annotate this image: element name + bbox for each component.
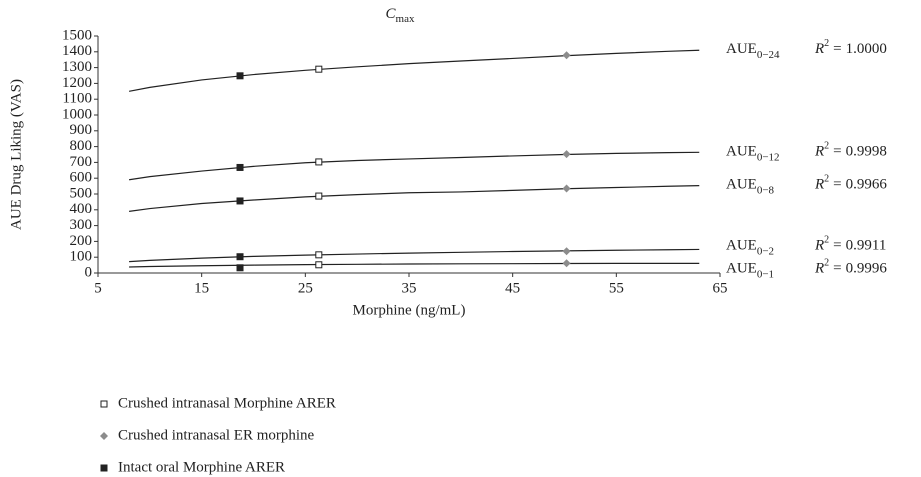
curve-label: AUE0−1	[726, 261, 774, 280]
data-point	[315, 158, 323, 166]
r2-power: 2	[824, 258, 829, 269]
r2-label: R2 = 0.9996	[814, 258, 887, 277]
r2-equals: =	[833, 42, 841, 58]
data-point	[562, 247, 571, 256]
curve-label: AUE0−12	[726, 144, 780, 163]
curve-name: AUE	[726, 177, 757, 193]
x-tick-label: 45	[505, 280, 520, 296]
curve-sub: 0−24	[757, 49, 780, 61]
fit-curve	[129, 262, 700, 268]
r2-equals: =	[833, 261, 841, 277]
r2-symbol: R	[814, 144, 824, 160]
curve-name: AUE	[726, 261, 757, 277]
r2-symbol: R	[814, 238, 824, 254]
r2-symbol: R	[814, 42, 824, 58]
y-axis-title: AUE Drug Liking (VAS)	[8, 79, 24, 230]
r2-value: 1.0000	[846, 42, 887, 58]
curve-name: AUE	[726, 42, 757, 58]
curve-name: AUE	[726, 144, 757, 160]
r2-equals: =	[833, 144, 841, 160]
legend-label: Intact oral Morphine ARER	[118, 459, 285, 475]
r2-symbol: R	[814, 177, 824, 193]
r2-value: 0.9911	[846, 238, 887, 254]
data-point	[236, 264, 244, 272]
x-tick-label: 55	[609, 280, 624, 296]
y-tick-label: 700	[70, 154, 93, 170]
data-point	[236, 72, 244, 80]
fit-curve	[129, 151, 700, 181]
r2-equals: =	[833, 177, 841, 193]
r2-value: 0.9996	[846, 261, 888, 277]
legend-marker	[100, 400, 108, 408]
curve-sub: 0−2	[757, 245, 774, 257]
r2-value: 0.9966	[846, 177, 888, 193]
data-point	[236, 163, 244, 171]
data-point	[562, 51, 571, 60]
y-tick-label: 1500	[62, 27, 92, 43]
data-point	[562, 150, 571, 159]
y-tick-label: 200	[70, 233, 93, 249]
title-main: C	[386, 6, 397, 22]
x-tick-label: 65	[713, 280, 728, 296]
r2-power: 2	[824, 174, 829, 185]
legend-marker	[100, 464, 108, 472]
x-axis-title: Morphine (ng/mL)	[353, 302, 466, 318]
r2-power: 2	[824, 235, 829, 246]
data-point	[236, 253, 244, 261]
y-tick-label: 0	[85, 264, 93, 280]
curve-label: AUE0−8	[726, 177, 775, 196]
y-tick-label: 400	[70, 201, 93, 217]
fit-curve	[129, 185, 700, 212]
data-point	[315, 65, 323, 73]
r2-label: R2 = 0.9966	[814, 174, 887, 193]
y-tick-label: 800	[70, 138, 93, 154]
y-tick-label: 1100	[63, 91, 92, 107]
curve-label: AUE0−2	[726, 238, 774, 257]
y-tick-label: 500	[70, 185, 93, 201]
r2-label: R2 = 1.0000	[814, 39, 887, 58]
data-point	[562, 184, 571, 193]
y-tick-label: 600	[70, 170, 93, 186]
r2-label: R2 = 0.9911	[814, 235, 886, 254]
data-point	[236, 197, 244, 205]
curve-sub: 0−8	[757, 184, 775, 196]
x-tick-label: 35	[402, 280, 417, 296]
y-tick-label: 1400	[62, 43, 92, 59]
legend-label: Crushed intranasal Morphine ARER	[118, 395, 336, 411]
y-tick-label: 1300	[62, 59, 92, 75]
r2-value: 0.9998	[846, 144, 887, 160]
x-tick-label: 15	[194, 280, 209, 296]
y-tick-label: 1200	[62, 75, 92, 91]
x-tick-label: 25	[298, 280, 313, 296]
r2-equals: =	[833, 238, 841, 254]
legend-marker	[100, 432, 108, 440]
curve-label: AUE0−24	[726, 42, 780, 61]
fit-curve	[128, 49, 700, 92]
r2-symbol: R	[814, 261, 824, 277]
curve-sub: 0−1	[757, 268, 774, 280]
data-point	[315, 251, 323, 259]
chart-title: Cmax	[386, 6, 415, 24]
fit-curve	[129, 248, 700, 263]
title-sub: max	[396, 13, 415, 25]
legend-label: Crushed intranasal ER morphine	[118, 427, 315, 443]
y-tick-label: 300	[70, 217, 93, 233]
r2-power: 2	[824, 39, 829, 50]
y-tick-label: 900	[70, 122, 93, 138]
r2-power: 2	[824, 141, 829, 152]
data-point	[315, 261, 323, 269]
curve-name: AUE	[726, 238, 757, 254]
curve-sub: 0−12	[757, 151, 780, 163]
y-tick-label: 100	[70, 249, 93, 265]
r2-label: R2 = 0.9998	[814, 141, 887, 160]
x-tick-label: 5	[94, 280, 102, 296]
data-point	[562, 259, 571, 268]
y-tick-label: 1000	[62, 106, 92, 122]
data-point	[315, 192, 323, 200]
